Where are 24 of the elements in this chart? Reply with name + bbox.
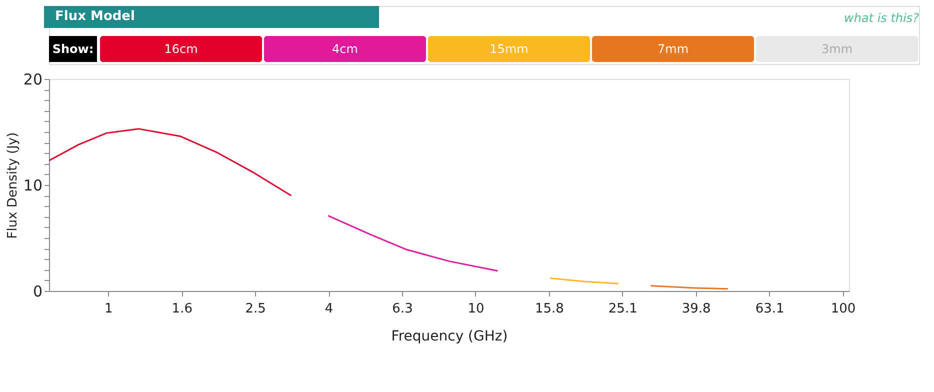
- x-tick-label: 15.8: [534, 302, 564, 316]
- text: 16cm: [164, 42, 198, 56]
- x-tick-label: 63.1: [755, 302, 784, 316]
- text: what is this?: [844, 11, 920, 25]
- y-tick-label: 0: [32, 282, 42, 300]
- text: 7mm: [657, 42, 689, 56]
- x-tick-label: 4: [324, 302, 334, 316]
- x-tick-label: 2.5: [245, 302, 266, 316]
- x-tick-label: 10: [468, 302, 484, 316]
- y-tick-label: 10: [23, 176, 42, 194]
- x-tick-label: 100: [830, 302, 856, 316]
- x-tick-label: 6.3: [392, 302, 413, 316]
- text: 15mm: [490, 42, 528, 56]
- x-tick-label: 25.1: [608, 302, 638, 316]
- x-tick-label: 1.6: [172, 302, 192, 316]
- y-tick-label: 20: [23, 70, 42, 88]
- text: 3mm: [821, 42, 853, 56]
- y-axis-title: Flux Density (Jy): [5, 132, 20, 239]
- text: 4cm: [332, 42, 358, 56]
- x-tick-label: 1: [104, 302, 113, 316]
- x-axis-title: Frequency (GHz): [391, 328, 508, 344]
- chart-title: Flux Model: [55, 9, 135, 24]
- text: Show:: [52, 42, 94, 56]
- x-tick-label: 39.8: [682, 302, 711, 316]
